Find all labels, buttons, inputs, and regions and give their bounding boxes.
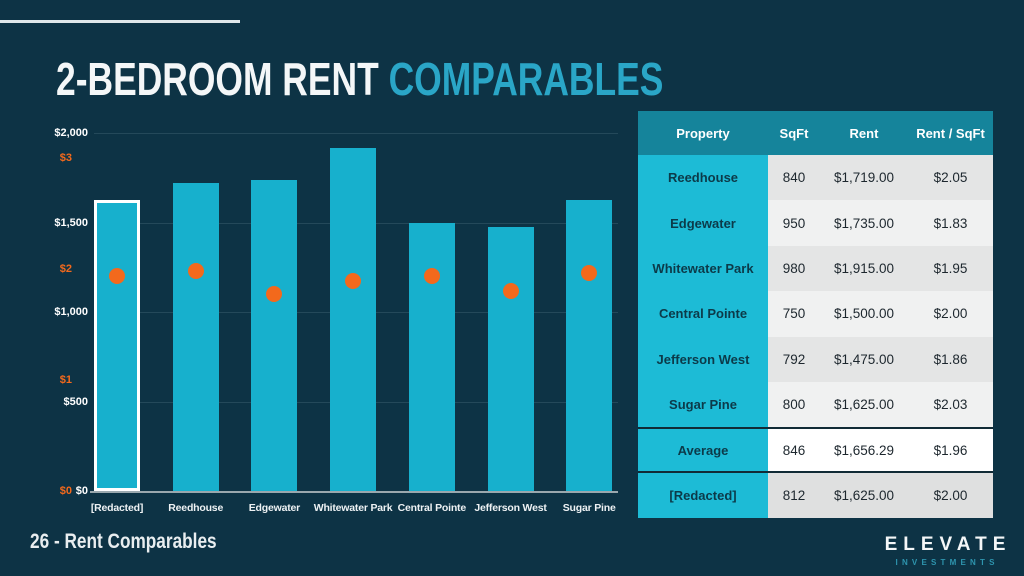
gridline (94, 133, 618, 134)
rent-cell: $1,915.00 (820, 245, 908, 292)
sqft-cell: 750 (768, 291, 820, 337)
table-row: Jefferson West 792 $1,475.00 $1.86 (638, 336, 993, 382)
header-cell: Rent / SqFt (916, 125, 985, 141)
rent-per-sqft-cell: $2.00 (908, 291, 993, 337)
y-axis-tick-rent: $1,500 (54, 216, 88, 229)
table-row: Whitewater Park 980 $1,915.00 $1.95 (638, 245, 993, 292)
sqft-cell: 812 (768, 472, 820, 519)
rent-per-sqft-cell: $1.83 (908, 200, 993, 246)
rent-per-sqft-cell: $1.86 (908, 336, 993, 382)
title-accent: COMPARABLES (388, 53, 664, 105)
top-accent-line (0, 20, 240, 23)
property-cell: [Redacted] (638, 472, 768, 519)
sqft-cell: 840 (768, 155, 820, 201)
rent-cell: $1,719.00 (820, 155, 908, 201)
rent-cell: $1,475.00 (820, 336, 908, 382)
rent-bar (94, 200, 140, 491)
property-cell: Sugar Pine (638, 381, 768, 428)
sqft-cell: 950 (768, 200, 820, 246)
footer-page-label: 26 - Rent Comparables (30, 530, 217, 553)
y-axis-tick-rent-per-sqft: $1 (59, 374, 72, 386)
header-cell: Property (676, 125, 730, 141)
rent-per-sqft-dot (502, 283, 519, 300)
x-axis-line (90, 491, 618, 493)
rent-bar (330, 148, 377, 491)
table-row: Edgewater 950 $1,735.00 $1.83 (638, 200, 993, 246)
rent-per-sqft-dot (423, 268, 440, 284)
rent-per-sqft-cell: $1.96 (908, 429, 993, 471)
elevate-logo: ELEVATE INVESTMENTS (878, 534, 1012, 567)
rent-cell: $1,656.29 (820, 429, 908, 471)
rent-cell: $1,625.00 (820, 381, 908, 428)
y-axis-tick-rent: $0 (75, 485, 88, 497)
rent-comparables-chart: $2,000 $1,500 $1,000 $500 $0 $3 $2 $1 $0 [Redacte… (0, 110, 636, 530)
logo-name: ELEVATE (884, 534, 1012, 555)
property-cell: Edgewater (638, 200, 768, 246)
y-axis-tick-rent-per-sqft: $3 (59, 152, 72, 164)
sqft-cell: 980 (768, 245, 820, 292)
table-row: Reedhouse 840 $1,719.00 $2.05 (638, 155, 993, 201)
table-row: Average 846 $1,656.29 $1.96 (638, 427, 993, 473)
property-cell: Jefferson West (638, 336, 768, 382)
rent-per-sqft-cell: $2.05 (908, 155, 993, 201)
logo-subtitle: INVESTMENTS (895, 558, 999, 567)
y-axis-tick-rent: $1,000 (54, 306, 88, 318)
x-axis-label: Central Pointe (397, 502, 467, 514)
rent-per-sqft-cell: $2.00 (908, 472, 993, 519)
table-row: Central Pointe 750 $1,500.00 $2.00 (638, 291, 993, 337)
rent-bar (408, 222, 455, 491)
x-axis-label: Sugar Pine (562, 502, 616, 514)
sqft-cell: 800 (768, 381, 820, 428)
x-axis-label: [Redacted] (90, 502, 144, 514)
rent-per-sqft-cell: $1.95 (908, 245, 993, 292)
table-row: [Redacted] 812 $1,625.00 $2.00 (638, 472, 993, 519)
rent-bar (566, 200, 613, 491)
header-cell: Rent (849, 125, 879, 141)
y-axis-tick-rent: $500 (63, 395, 88, 408)
table-header-row: Property SqFt Rent Rent / SqFt (638, 111, 993, 155)
x-axis-label: Whitewater Park (313, 502, 393, 514)
rent-per-sqft-dot (581, 264, 598, 281)
sqft-cell: 846 (768, 429, 820, 471)
rent-per-sqft-dot (187, 262, 204, 279)
rent-bar (251, 180, 298, 491)
comparables-table: Property SqFt Rent Rent / SqFt Reedhouse 840… (638, 111, 993, 519)
rent-cell: $1,735.00 (820, 200, 908, 246)
x-axis-label: Edgewater (248, 502, 301, 514)
y-axis-tick-rent-per-sqft: $2 (59, 263, 72, 275)
rent-cell: $1,625.00 (820, 472, 908, 519)
x-axis-label: Jefferson West (474, 502, 547, 514)
rent-cell: $1,500.00 (820, 291, 908, 337)
table-row: Sugar Pine 800 $1,625.00 $2.03 (638, 381, 993, 428)
header-cell: SqFt (779, 125, 809, 141)
rent-per-sqft-dot (109, 268, 125, 284)
rent-per-sqft-cell: $2.03 (908, 381, 993, 428)
sqft-cell: 792 (768, 336, 820, 382)
title-main: 2-BEDROOM RENT (56, 53, 389, 105)
property-cell: Central Pointe (638, 291, 768, 337)
rent-bar (172, 183, 219, 491)
y-axis-tick-rent-per-sqft: $0 (59, 485, 72, 497)
page-title: 2-BEDROOM RENT COMPARABLES (56, 56, 663, 102)
property-cell: Reedhouse (638, 155, 768, 201)
rent-per-sqft-dot (345, 273, 362, 290)
property-cell: Whitewater Park (638, 245, 768, 292)
table-body: Reedhouse 840 $1,719.00 $2.05 Edgewater 950 $1… (638, 155, 993, 519)
rent-per-sqft-dot (266, 286, 283, 303)
property-cell: Average (638, 429, 768, 471)
y-axis-tick-rent: $2,000 (54, 127, 88, 139)
rent-bar (487, 226, 534, 491)
x-axis-label: Reedhouse (168, 502, 224, 514)
